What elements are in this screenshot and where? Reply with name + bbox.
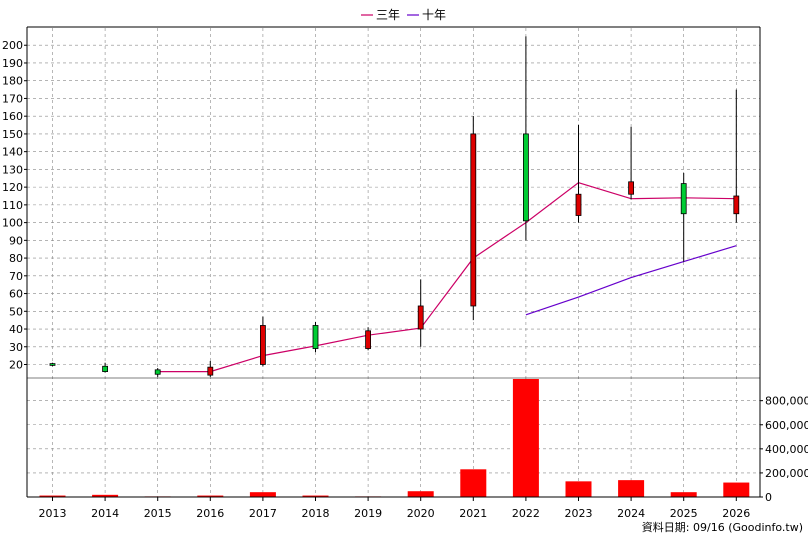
price-tick-label: 130 xyxy=(2,163,23,176)
volume-bar xyxy=(723,482,750,497)
price-tick-label: 40 xyxy=(9,323,23,336)
volume-bar xyxy=(670,492,697,497)
candle-body xyxy=(733,195,740,215)
candle-body xyxy=(680,183,687,215)
grid xyxy=(27,28,760,498)
volume-bars xyxy=(39,379,750,498)
volume-bar xyxy=(512,379,539,497)
price-tick-label: 90 xyxy=(9,234,23,247)
price-tick-label: 100 xyxy=(2,217,23,230)
price-tick-label: 200 xyxy=(2,39,23,52)
candle-body xyxy=(417,305,424,330)
volume-tick-label: 200,000 xyxy=(765,467,808,480)
legend: 三年 十年 xyxy=(361,8,446,22)
x-tick-label: 2018 xyxy=(302,507,330,520)
price-tick-label: 160 xyxy=(2,110,23,123)
average-lines xyxy=(157,182,737,373)
volume-bar xyxy=(39,495,66,497)
price-tick-label: 110 xyxy=(2,199,23,212)
candle-body xyxy=(312,325,319,349)
price-tick-label: 190 xyxy=(2,57,23,70)
volume-tick-label: 600,000 xyxy=(765,419,808,432)
volume-bar xyxy=(197,495,224,497)
candles xyxy=(49,36,740,377)
candle-body xyxy=(102,365,108,372)
x-tick-label: 2020 xyxy=(407,507,435,520)
axes xyxy=(26,26,761,498)
three-year-average-line xyxy=(157,182,737,373)
legend-label-ten-year: 十年 xyxy=(422,8,446,22)
candle-body xyxy=(207,366,214,376)
x-tick-label: 2021 xyxy=(459,507,487,520)
volume-tick-label: 0 xyxy=(765,491,772,504)
volume-bar xyxy=(565,481,592,497)
x-axis-ticks: 2013 2014 2015 2016 2017 2018 2019 2020 2021 2022… xyxy=(39,497,750,520)
volume-bar xyxy=(618,480,645,497)
volume-bar xyxy=(249,492,276,497)
candle-body xyxy=(628,181,634,195)
price-tick-label: 120 xyxy=(2,181,23,194)
ten-year-average-line xyxy=(525,245,737,316)
price-tick-label: 180 xyxy=(2,75,23,88)
volume-axis-ticks: 0 200,000 400,000 600,000 800,000 xyxy=(760,395,808,504)
price-tick-label: 140 xyxy=(2,146,23,159)
x-tick-label: 2026 xyxy=(722,507,750,520)
volume-bar xyxy=(302,495,329,497)
x-tick-label: 2019 xyxy=(354,507,382,520)
price-tick-label: 80 xyxy=(9,252,23,265)
volume-tick-label: 800,000 xyxy=(765,395,808,408)
x-tick-label: 2014 xyxy=(91,507,119,520)
candle-body xyxy=(365,330,372,349)
candle-body xyxy=(575,193,582,216)
x-tick-label: 2016 xyxy=(196,507,224,520)
price-tick-label: 170 xyxy=(2,92,23,105)
x-tick-label: 2015 xyxy=(144,507,172,520)
price-tick-label: 60 xyxy=(9,288,23,301)
candle-body xyxy=(470,133,477,307)
x-tick-label: 2017 xyxy=(249,507,277,520)
legend-label-three-year: 三年 xyxy=(376,8,400,22)
candle-body xyxy=(49,363,56,366)
candle-body xyxy=(259,325,266,365)
x-tick-label: 2013 xyxy=(39,507,67,520)
price-tick-label: 70 xyxy=(9,270,23,283)
x-tick-label: 2024 xyxy=(617,507,645,520)
volume-bar xyxy=(407,491,434,497)
candle-body xyxy=(523,133,529,222)
data-date-footer: 資料日期: 09/16 (Goodinfo.tw) xyxy=(642,520,803,534)
price-tick-label: 50 xyxy=(9,305,23,318)
volume-tick-label: 400,000 xyxy=(765,443,808,456)
price-axis-ticks: 20 30 40 50 60 70 80 90 100 110 120 130 140 150 160 170… xyxy=(2,39,27,372)
candle-body xyxy=(154,369,161,375)
x-tick-label: 2025 xyxy=(670,507,698,520)
volume-bar xyxy=(460,469,487,497)
x-tick-label: 2022 xyxy=(512,507,540,520)
price-tick-label: 150 xyxy=(2,128,23,141)
x-tick-label: 2023 xyxy=(565,507,593,520)
price-tick-label: 20 xyxy=(9,359,23,372)
price-tick-label: 30 xyxy=(9,341,23,354)
volume-bar xyxy=(92,494,119,497)
